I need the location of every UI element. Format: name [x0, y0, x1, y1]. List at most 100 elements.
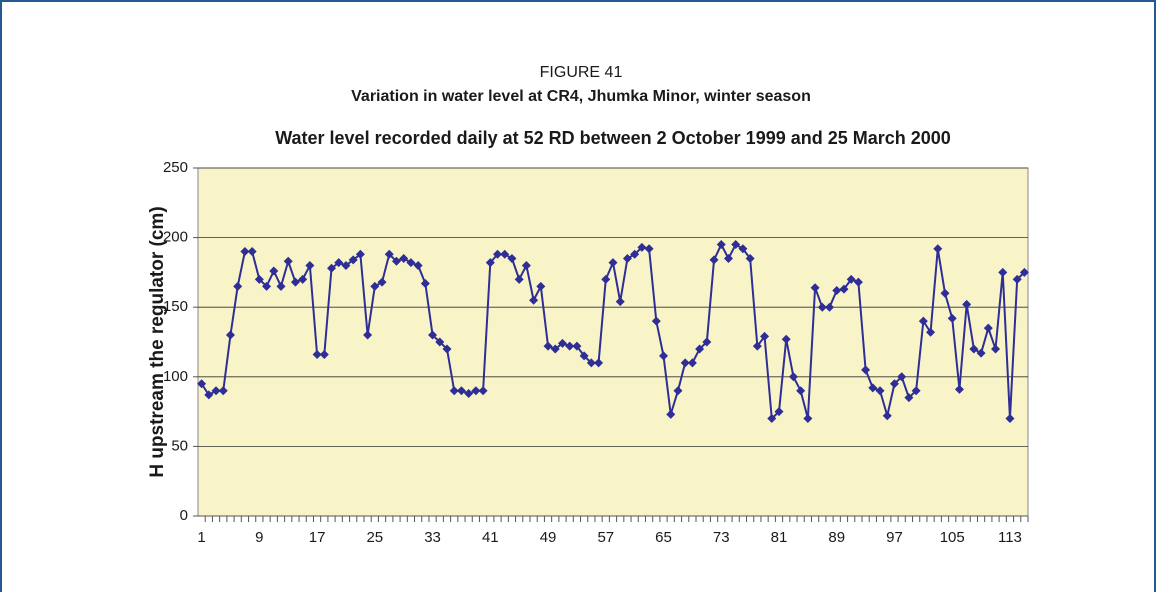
data-point [225, 330, 235, 340]
data-point [500, 249, 510, 259]
data-point [839, 284, 849, 294]
data-point [904, 393, 914, 403]
data-point [976, 348, 986, 358]
data-point [334, 258, 344, 268]
data-point [622, 253, 632, 263]
y-tick-label: 200 [163, 229, 188, 246]
data-point [933, 244, 943, 254]
data-point [709, 255, 719, 265]
x-tick-label: 89 [828, 529, 845, 546]
x-tick-label: 73 [713, 529, 730, 546]
data-point [413, 260, 423, 270]
data-point [1005, 414, 1015, 424]
data-point [355, 249, 365, 259]
data-point [377, 277, 387, 287]
data-point [1012, 274, 1022, 284]
y-tick-label: 0 [180, 507, 188, 524]
data-point [543, 341, 553, 351]
data-point [493, 249, 503, 259]
data-point [384, 249, 394, 259]
y-tick-label: 50 [171, 437, 188, 454]
data-point [233, 281, 243, 291]
data-point [615, 297, 625, 307]
data-point [601, 274, 611, 284]
data-point [276, 281, 286, 291]
x-tick-label: 1 [197, 529, 205, 546]
data-point [796, 386, 806, 396]
chart-title: Variation in water level at CR4, Jhumka … [351, 88, 811, 105]
data-point [348, 255, 358, 265]
data-point [659, 351, 669, 361]
data-point [572, 341, 582, 351]
x-tick-label: 57 [597, 529, 614, 546]
data-point [370, 281, 380, 291]
data-point [947, 313, 957, 323]
data-point [471, 386, 481, 396]
data-point [464, 389, 474, 399]
x-tick-label: 97 [886, 529, 903, 546]
data-point [774, 407, 784, 417]
data-point [240, 247, 250, 257]
x-tick-label: 105 [940, 529, 965, 546]
data-point [760, 331, 770, 341]
data-point [319, 350, 329, 360]
data-point [557, 338, 567, 348]
data-point [536, 281, 546, 291]
data-point [391, 256, 401, 266]
data-point [594, 358, 604, 368]
data-point [305, 260, 315, 270]
data-point [637, 242, 647, 252]
data-point [247, 247, 257, 257]
data-point [630, 249, 640, 259]
data-point [825, 302, 835, 312]
data-point [803, 414, 813, 424]
data-point [428, 330, 438, 340]
data-point [882, 411, 892, 421]
data-point [738, 244, 748, 254]
data-point [651, 316, 661, 326]
data-point [918, 316, 928, 326]
data-point [435, 337, 445, 347]
data-point [507, 253, 517, 263]
data-point [298, 274, 308, 284]
x-tick-label: 25 [366, 529, 383, 546]
data-point [1019, 267, 1029, 277]
data-point [211, 386, 221, 396]
data-point [478, 386, 488, 396]
data-point [290, 277, 300, 287]
data-point [889, 379, 899, 389]
data-point [586, 358, 596, 368]
data-point [897, 372, 907, 382]
data-point [781, 334, 791, 344]
data-point [644, 244, 654, 254]
data-point [868, 383, 878, 393]
x-tick-label: 41 [482, 529, 499, 546]
x-tick-label: 65 [655, 529, 672, 546]
data-point [940, 288, 950, 298]
data-point [954, 384, 964, 394]
x-tick-label: 33 [424, 529, 441, 546]
data-point [608, 258, 618, 268]
data-point [262, 281, 272, 291]
data-point [788, 372, 798, 382]
data-point [969, 344, 979, 354]
x-tick-label: 17 [309, 529, 326, 546]
data-point [327, 263, 337, 273]
data-point [565, 341, 575, 351]
x-tick-label: 49 [540, 529, 557, 546]
data-point [449, 386, 459, 396]
data-point [991, 344, 1001, 354]
data-point [341, 260, 351, 270]
data-point [363, 330, 373, 340]
data-point [204, 390, 214, 400]
data-point [983, 323, 993, 333]
data-point [752, 341, 762, 351]
data-point [810, 283, 820, 293]
data-point [218, 386, 228, 396]
data-point [911, 386, 921, 396]
data-point [456, 386, 466, 396]
data-point [998, 267, 1008, 277]
data-point [962, 299, 972, 309]
